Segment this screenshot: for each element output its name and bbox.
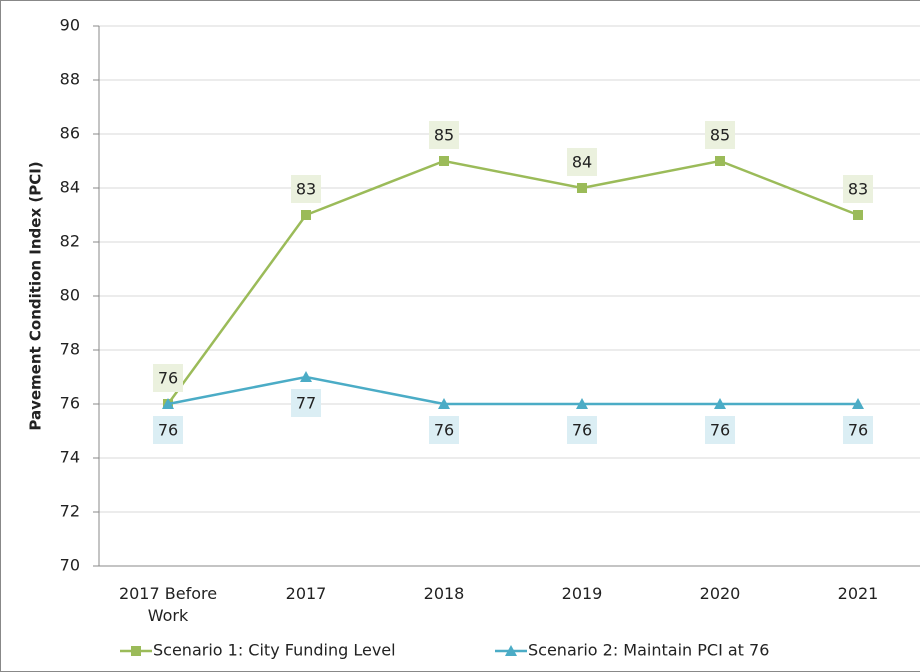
data-label: 76 xyxy=(434,421,454,440)
marker xyxy=(715,156,725,166)
y-tick-label: 70 xyxy=(60,556,80,575)
x-tick-label: 2017 Before Work xyxy=(118,584,218,625)
data-label-bg xyxy=(567,416,597,444)
marker xyxy=(301,210,311,220)
data-label-bg xyxy=(153,364,183,392)
data-label: 76 xyxy=(158,421,178,440)
y-tick-label: 72 xyxy=(60,502,80,521)
data-label: 83 xyxy=(296,180,316,199)
y-tick-label: 90 xyxy=(60,16,80,35)
y-tick-label: 84 xyxy=(60,178,80,197)
marker xyxy=(300,371,312,382)
data-label-bg xyxy=(291,389,321,417)
y-tick-label: 74 xyxy=(60,448,80,467)
data-label: 84 xyxy=(572,153,592,172)
x-tick-label: 2017 xyxy=(285,584,327,603)
legend-label: Scenario 2: Maintain PCI at 76 xyxy=(528,641,769,660)
data-label: 76 xyxy=(158,369,178,388)
legend-marker xyxy=(131,646,141,656)
y-tick-label: 86 xyxy=(60,124,80,143)
data-label-bg xyxy=(291,175,321,203)
data-label-bg xyxy=(567,148,597,176)
legend-label: Scenario 1: City Funding Level xyxy=(153,641,396,660)
data-label: 77 xyxy=(296,394,316,413)
data-label-bg xyxy=(705,121,735,149)
data-label: 76 xyxy=(710,421,730,440)
legend-marker xyxy=(505,645,517,656)
y-tick-label: 88 xyxy=(60,70,80,89)
data-label-bg xyxy=(429,416,459,444)
x-tick-label: 2020 xyxy=(699,584,741,603)
marker xyxy=(714,398,726,409)
data-label: 83 xyxy=(848,180,868,199)
data-label: 76 xyxy=(848,421,868,440)
x-tick-label: 2018 xyxy=(423,584,465,603)
y-tick-label: 82 xyxy=(60,232,80,251)
y-tick-label: 80 xyxy=(60,286,80,305)
marker xyxy=(576,398,588,409)
y-tick-label: 78 xyxy=(60,340,80,359)
y-axis-title: Pavement Condition Index (PCI) xyxy=(27,161,45,430)
data-label-bg xyxy=(705,416,735,444)
data-label-bg xyxy=(843,416,873,444)
marker xyxy=(162,398,174,409)
x-tick-label: 2021 xyxy=(837,584,879,603)
marker xyxy=(853,210,863,220)
series-line xyxy=(166,159,859,405)
marker xyxy=(577,183,587,193)
data-label: 76 xyxy=(572,421,592,440)
x-tick-label: 2019 xyxy=(561,584,603,603)
marker xyxy=(439,156,449,166)
data-label-bg xyxy=(843,175,873,203)
data-label: 85 xyxy=(710,126,730,145)
marker xyxy=(438,398,450,409)
series-line xyxy=(167,375,858,406)
data-label-bg xyxy=(429,121,459,149)
marker xyxy=(852,398,864,409)
data-label-bg xyxy=(153,416,183,444)
data-label: 85 xyxy=(434,126,454,145)
y-tick-label: 76 xyxy=(60,394,80,413)
